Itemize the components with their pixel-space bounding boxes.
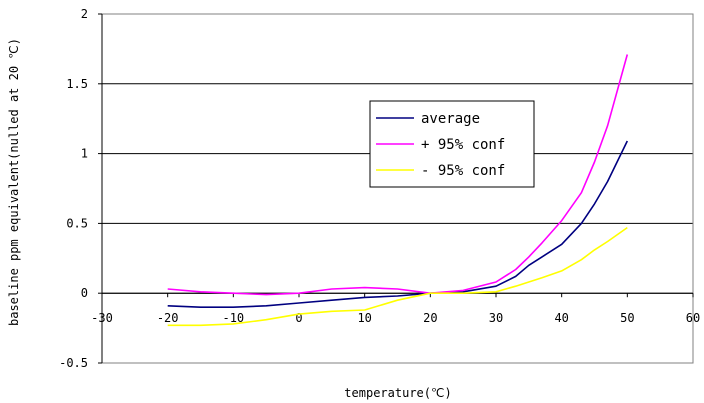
- x-axis-ticks: -30 -20 -10 0 10 20 30 40 50 60: [91, 293, 700, 325]
- x-tick-label: -10: [222, 311, 244, 325]
- y-tick-label: 0: [81, 286, 88, 300]
- y-tick-label: 1: [81, 147, 88, 161]
- x-tick-label: -30: [91, 311, 113, 325]
- series-line-1: [167, 54, 629, 296]
- x-tick-label: 60: [686, 311, 700, 325]
- y-tick-label: 0.5: [66, 216, 88, 230]
- x-tick-label: 30: [489, 311, 503, 325]
- y-tick-label: 2: [81, 7, 88, 21]
- x-tick-label: 10: [357, 311, 371, 325]
- legend: average + 95% conf - 95% conf: [369, 100, 535, 188]
- y-axis-ticks: -0.5 0 0.5 1 1.5 2: [59, 7, 102, 370]
- series-line-2: [167, 226, 628, 327]
- x-tick-label: 40: [554, 311, 568, 325]
- series-lines: [167, 54, 629, 327]
- x-tick-label: 0: [295, 311, 302, 325]
- x-tick-label: 20: [423, 311, 437, 325]
- legend-label: - 95% conf: [421, 163, 505, 179]
- legend-label: average: [421, 111, 480, 127]
- x-axis-title: temperature(℃): [344, 386, 451, 400]
- y-tick-label: -0.5: [59, 356, 88, 370]
- y-tick-label: 1.5: [66, 77, 88, 91]
- legend-label: + 95% conf: [421, 137, 505, 153]
- x-tick-label: 50: [620, 311, 634, 325]
- x-tick-label: -20: [157, 311, 179, 325]
- y-axis-title: baseline ppm equivalent(nulled at 20 ℃): [7, 38, 21, 326]
- series-line-0: [167, 140, 629, 308]
